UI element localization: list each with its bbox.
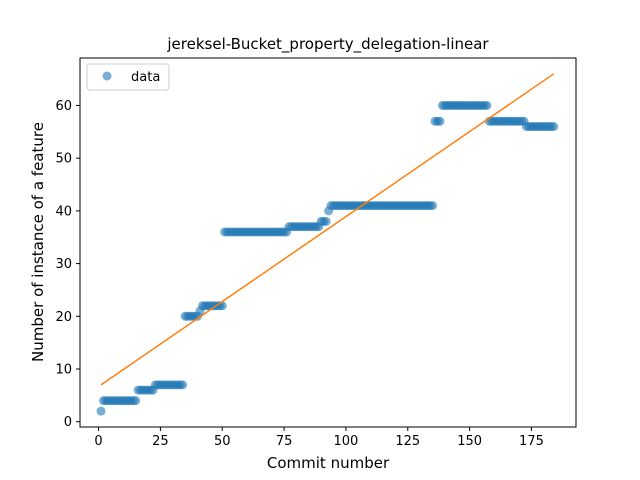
data-point: [217, 301, 227, 311]
y-tick-label: 60: [55, 99, 72, 114]
data-point: [321, 216, 331, 226]
data-point: [131, 396, 141, 406]
data-point: [428, 201, 438, 211]
fit-line: [100, 73, 555, 386]
x-tick-label: 0: [94, 434, 102, 449]
data-point: [178, 380, 188, 390]
x-tick-label: 100: [334, 434, 359, 449]
x-tick-label: 75: [276, 434, 293, 449]
data-point: [549, 122, 559, 132]
legend-box: [86, 63, 170, 91]
data-point: [482, 100, 492, 110]
y-tick-label: 20: [55, 310, 72, 325]
x-tick-label: 175: [519, 434, 544, 449]
y-tick-label: 40: [55, 204, 72, 219]
x-tick-label: 25: [152, 434, 169, 449]
data-point: [435, 116, 445, 126]
plot-area: 0 25 50 75 100 125 150 175 0 10 20 30 40 50 60: [55, 57, 577, 449]
y-axis-label: Number of instance of a feature: [29, 122, 47, 362]
y-tick-label: 50: [55, 152, 72, 167]
legend-marker-data: [102, 71, 112, 81]
x-tick-label: 150: [457, 434, 482, 449]
y-tick-label: 10: [55, 363, 72, 378]
y-tick-label: 30: [55, 257, 72, 272]
axes-frame: [79, 57, 577, 428]
chart-title: jereksel-Bucket_property_delegation-line…: [166, 35, 489, 54]
x-tick-label: 50: [214, 434, 231, 449]
data-point: [96, 406, 106, 416]
legend-label-data: data: [131, 70, 160, 85]
y-tick-label: 0: [64, 415, 72, 430]
x-tick-label: 125: [395, 434, 420, 449]
x-axis-label: Commit number: [267, 454, 390, 472]
legend: data: [86, 63, 170, 91]
